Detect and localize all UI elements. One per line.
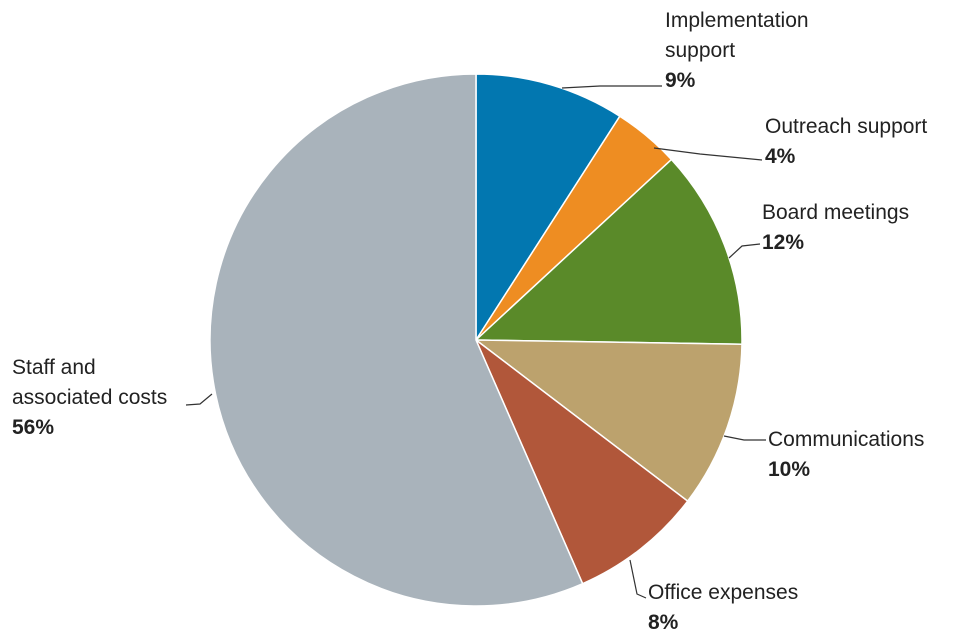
leader-line	[629, 559, 647, 599]
category-name: Office expenses	[648, 581, 799, 604]
slice-label: Outreach support 4%	[765, 112, 963, 172]
category-name: Implementation support	[665, 9, 809, 62]
value-label: 12%	[762, 231, 805, 254]
leader-line	[185, 393, 213, 406]
slice-label: Office expenses 8%	[648, 578, 868, 638]
wedge	[209, 73, 584, 607]
slice-label: Communications 10%	[768, 425, 963, 485]
wedge	[473, 339, 743, 503]
category-name: Outreach support	[765, 115, 928, 138]
wedge	[475, 73, 621, 343]
category-name: Board meetings	[762, 201, 910, 224]
wedges	[209, 73, 743, 607]
leader-line	[653, 147, 763, 161]
leader-line	[561, 85, 662, 89]
wedge	[474, 158, 743, 345]
leader-line	[728, 243, 761, 259]
value-label: 10%	[768, 458, 811, 481]
slice-label: Board meetings 12%	[762, 198, 962, 258]
slice-label: Staff and associated costs 56%	[12, 353, 192, 443]
wedge	[474, 337, 689, 585]
value-label: 56%	[12, 416, 55, 439]
slice-label: Implementation support 9%	[665, 6, 865, 96]
value-label: 8%	[648, 611, 679, 634]
leader-line	[723, 435, 766, 441]
category-name: Staff and associated costs	[12, 356, 168, 409]
value-label: 9%	[665, 69, 696, 92]
value-label: 4%	[765, 145, 796, 168]
category-name: Communications	[768, 428, 925, 451]
